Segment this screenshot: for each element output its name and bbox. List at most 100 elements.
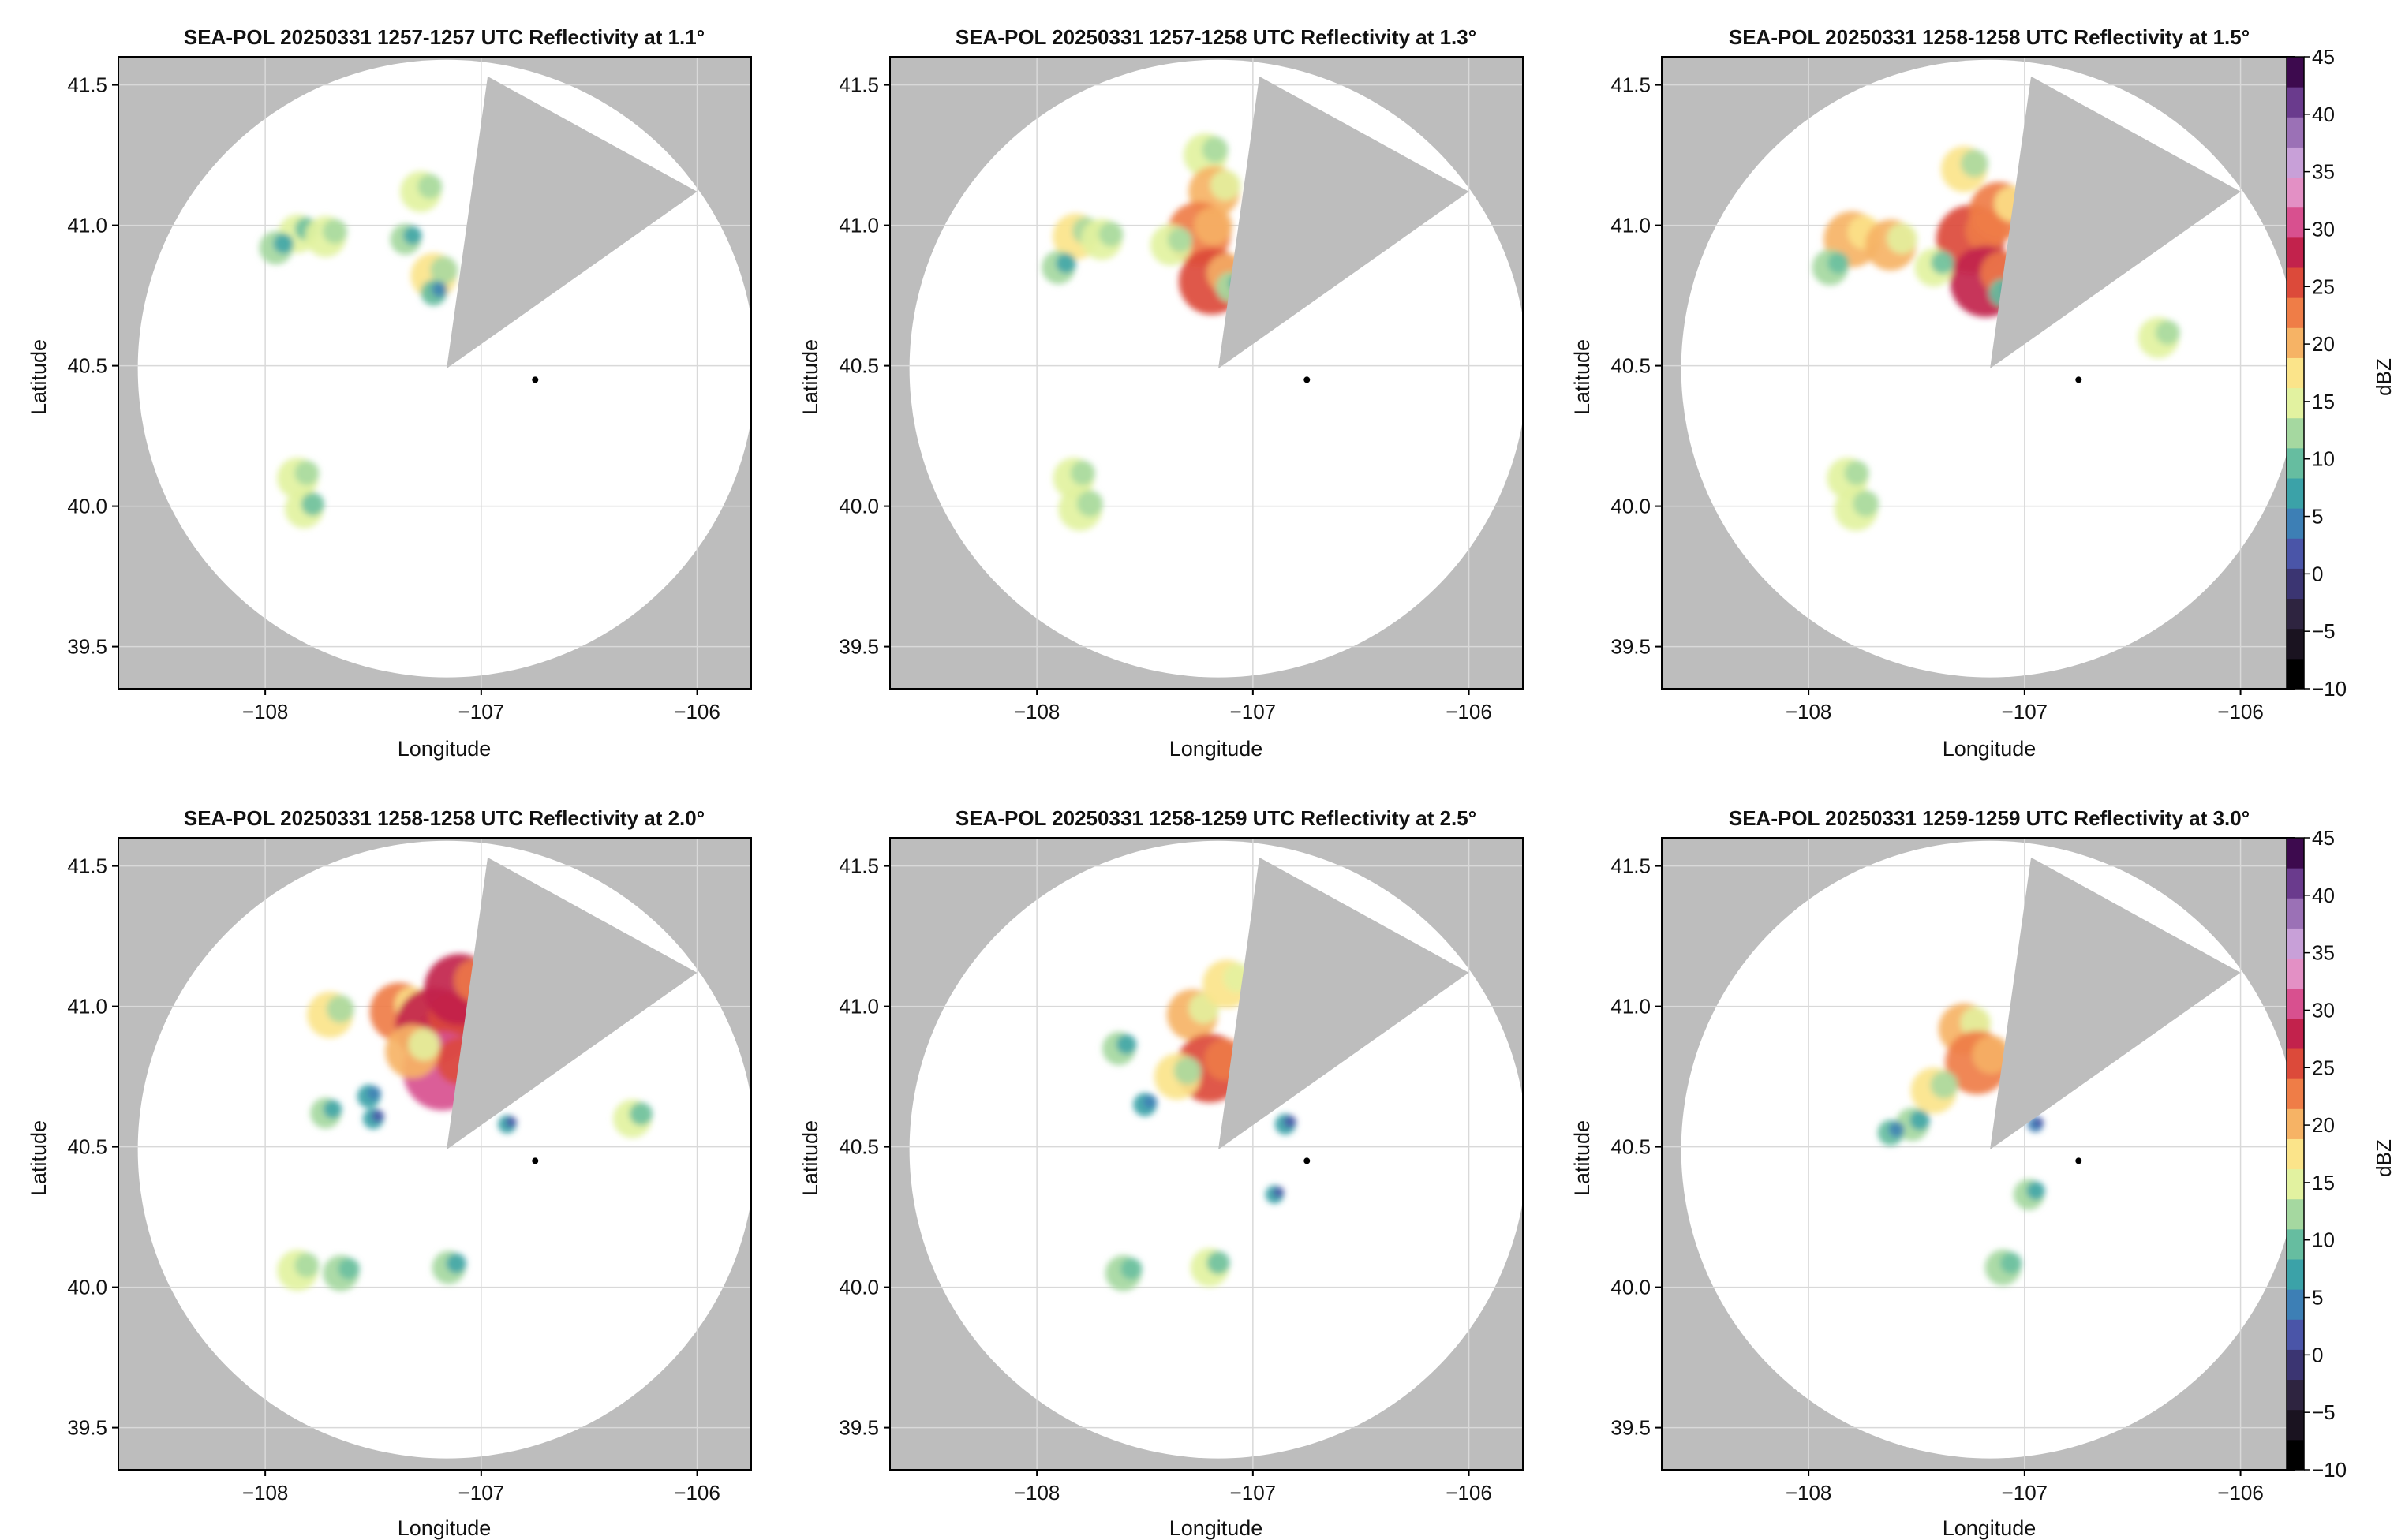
y-axis-label: Latitude	[27, 1120, 50, 1196]
colorbar-segment	[2287, 1198, 2304, 1230]
colorbar-segment	[2287, 1048, 2304, 1079]
y-tick-label: 39.5	[67, 1416, 107, 1440]
colorbar-segment	[2287, 447, 2304, 479]
colorbar-tick-label: 45	[2312, 826, 2335, 850]
x-axis-label: Longitude	[398, 1516, 492, 1540]
y-tick-label: 41.0	[839, 214, 879, 237]
colorbar-tick-label: 20	[2312, 1113, 2335, 1137]
colorbar-tick-label: 35	[2312, 941, 2335, 965]
y-tick-label: 40.5	[839, 354, 879, 378]
echo-cell	[338, 1258, 360, 1280]
colorbar-segment	[2287, 1018, 2304, 1049]
echo-cell	[1273, 1187, 1285, 1198]
panel-title: SEA-POL 20250331 1258-1258 UTC Reflectiv…	[184, 806, 705, 830]
plot-area	[890, 57, 1523, 689]
echo-cell	[1120, 1258, 1143, 1280]
colorbar-tick-label: 45	[2312, 45, 2335, 69]
y-tick-label: 40.5	[67, 1135, 107, 1159]
x-tick-label: −107	[458, 700, 505, 723]
echo-cell	[430, 256, 458, 284]
colorbar-segment	[2287, 1228, 2304, 1260]
x-tick-label: −107	[1230, 700, 1277, 723]
echo-cell	[1070, 460, 1095, 486]
x-axis-label: Longitude	[1943, 1516, 2037, 1540]
radar-site-marker	[2075, 376, 2082, 383]
colorbar-tick-label: 10	[2312, 1228, 2335, 1252]
y-tick-label: 40.0	[839, 1276, 879, 1299]
y-axis-label: Latitude	[799, 339, 822, 415]
plot-area	[118, 57, 751, 689]
echo-cell	[1888, 1121, 1905, 1138]
echo-cell	[322, 219, 348, 244]
colorbar-frame	[2286, 56, 2305, 690]
echo-cell	[1283, 1115, 1296, 1128]
y-tick-label: 40.5	[1610, 1135, 1651, 1159]
x-tick-label: −107	[1230, 1481, 1277, 1504]
y-tick-label: 40.0	[839, 495, 879, 518]
panel-2-1: SEA-POL 20250331 1258-1258 UTC Reflectiv…	[27, 806, 752, 1540]
x-tick-label: −108	[242, 1481, 289, 1504]
plot-area	[1662, 838, 2295, 1470]
blocked-sector	[1218, 857, 1469, 1150]
blocked-sector	[1990, 857, 2241, 1150]
colorbar-tick-label: 40	[2312, 103, 2335, 126]
y-tick-label: 39.5	[839, 1416, 879, 1440]
echo-cell	[1116, 1034, 1137, 1055]
echo-cell	[1931, 251, 1954, 275]
y-tick-label: 41.5	[1610, 854, 1651, 878]
x-tick-label: −106	[1446, 700, 1492, 723]
echo-cell	[372, 1109, 384, 1123]
colorbar-segment	[2287, 1439, 2304, 1471]
echo-cell	[1206, 1250, 1230, 1275]
y-tick-label: 39.5	[1610, 635, 1651, 659]
echo-cell	[1167, 227, 1193, 252]
x-tick-label: −106	[674, 700, 720, 723]
colorbar-segment	[2287, 988, 2304, 1019]
colorbar-top: dBZ 45 40 35 30 25 20 15 10 5 0 −5 −10	[2286, 45, 2396, 701]
echo-cell	[1930, 1071, 1958, 1099]
y-tick-label: 39.5	[67, 635, 107, 659]
panel-title: SEA-POL 20250331 1258-1259 UTC Reflectiv…	[956, 806, 1476, 830]
blocked-sector	[1990, 76, 2241, 369]
colorbar-segment	[2287, 357, 2304, 389]
echo-cell	[408, 1028, 440, 1061]
echo-cell	[273, 234, 294, 254]
radar-site-marker	[1303, 1157, 1311, 1164]
y-tick-label: 41.5	[67, 73, 107, 97]
colorbar-label: dBZ	[2372, 358, 2396, 396]
radar-site-marker	[2075, 1157, 2082, 1164]
colorbar-segment	[2287, 87, 2304, 118]
panel-1-2: SEA-POL 20250331 1257-1258 UTC Reflectiv…	[799, 25, 1524, 761]
colorbar-tick-label: 40	[2312, 884, 2335, 907]
colorbar-segment	[2287, 1168, 2304, 1200]
colorbar-segment	[2287, 1259, 2304, 1290]
y-tick-label: 41.5	[1610, 73, 1651, 97]
colorbar-segment	[2287, 147, 2304, 178]
echo-layer	[259, 170, 458, 529]
panel-title: SEA-POL 20250331 1258-1258 UTC Reflectiv…	[1729, 25, 2250, 49]
radar-site-marker	[532, 1157, 539, 1164]
axes-frame	[889, 837, 1524, 1471]
echo-cell	[301, 492, 325, 516]
colorbar-segment	[2287, 1138, 2304, 1170]
y-tick-label: 41.5	[839, 73, 879, 97]
y-tick-label: 41.0	[67, 214, 107, 237]
echo-cell	[2026, 1181, 2045, 1200]
blocked-sector	[1218, 76, 1469, 369]
colorbar-segment	[2287, 417, 2304, 449]
echo-cell	[1210, 170, 1241, 201]
y-tick-label: 40.0	[1610, 1276, 1651, 1299]
colorbar-tick-label: 25	[2312, 1056, 2335, 1079]
echo-cell	[1844, 460, 1869, 486]
colorbar-tick-label: 35	[2312, 160, 2335, 184]
y-tick-label: 40.0	[67, 1276, 107, 1299]
echo-cell	[323, 1100, 342, 1119]
echo-cell	[1098, 222, 1124, 247]
colorbar-segment	[2287, 1289, 2304, 1320]
echo-cell	[1056, 252, 1076, 274]
colorbar-tick-label: 15	[2312, 390, 2335, 413]
echo-cell	[417, 174, 443, 199]
colorbar-tick-label: 0	[2312, 562, 2323, 585]
y-tick-label: 40.5	[839, 1135, 879, 1159]
